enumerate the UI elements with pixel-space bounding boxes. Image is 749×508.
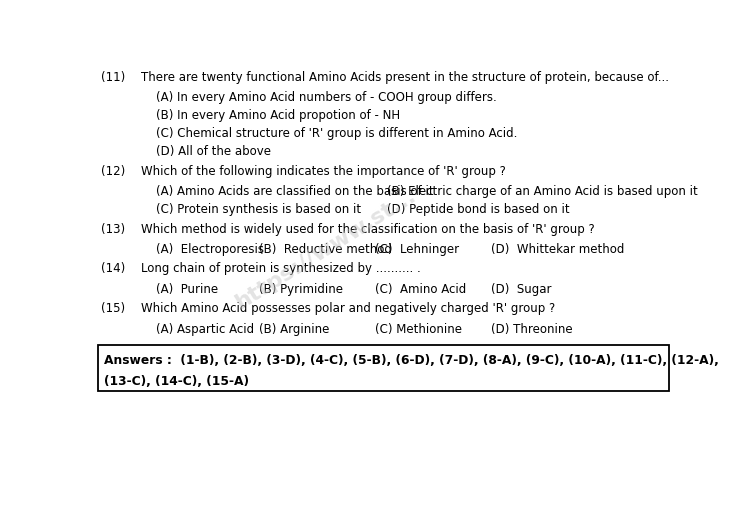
Text: (A) Aspartic Acid: (A) Aspartic Acid [157, 323, 255, 336]
Text: (B)  Reductive method: (B) Reductive method [259, 243, 392, 256]
Text: (C)  Lehninger: (C) Lehninger [375, 243, 459, 256]
Text: (15): (15) [100, 302, 125, 315]
Text: (D) Peptide bond is based on it: (D) Peptide bond is based on it [386, 203, 569, 216]
Text: (C) Protein synthesis is based on it: (C) Protein synthesis is based on it [157, 203, 362, 216]
Text: (A)  Purine: (A) Purine [157, 283, 219, 296]
Text: (B) Pyrimidine: (B) Pyrimidine [259, 283, 343, 296]
Text: There are twenty functional Amino Acids present in the structure of protein, bec: There are twenty functional Amino Acids … [142, 71, 669, 84]
Text: (D)  Sugar: (D) Sugar [491, 283, 552, 296]
Text: (D) All of the above: (D) All of the above [157, 145, 271, 158]
Text: (D) Threonine: (D) Threonine [491, 323, 573, 336]
Text: (11): (11) [100, 71, 125, 84]
Text: (A) In every Amino Acid numbers of - COOH group differs.: (A) In every Amino Acid numbers of - COO… [157, 91, 497, 104]
Text: Answers :  (1-B), (2-B), (3-D), (4-C), (5-B), (6-D), (7-D), (8-A), (9-C), (10-A): Answers : (1-B), (2-B), (3-D), (4-C), (5… [104, 354, 719, 367]
Text: Which method is widely used for the classification on the basis of 'R' group ?: Which method is widely used for the clas… [142, 223, 595, 236]
Text: (A) Amino Acids are classified on the basis of it: (A) Amino Acids are classified on the ba… [157, 185, 434, 198]
Text: (A)  Electroporesis: (A) Electroporesis [157, 243, 264, 256]
Text: (13): (13) [100, 223, 125, 236]
Text: (D)  Whittekar method: (D) Whittekar method [491, 243, 625, 256]
Text: (12): (12) [100, 165, 125, 178]
Text: Long chain of protein is synthesized by .......... .: Long chain of protein is synthesized by … [142, 263, 421, 275]
Text: (B) In every Amino Acid propotion of - NH: (B) In every Amino Acid propotion of - N… [157, 109, 401, 122]
Text: (13-C), (14-C), (15-A): (13-C), (14-C), (15-A) [104, 375, 249, 388]
Text: (B) Electric charge of an Amino Acid is based upon it: (B) Electric charge of an Amino Acid is … [386, 185, 697, 198]
Text: (C)  Amino Acid: (C) Amino Acid [375, 283, 467, 296]
Text: https://www.st...: https://www.st... [232, 185, 419, 312]
Text: Which of the following indicates the importance of 'R' group ?: Which of the following indicates the imp… [142, 165, 506, 178]
Text: (C) Methionine: (C) Methionine [375, 323, 462, 336]
Text: (C) Chemical structure of 'R' group is different in Amino Acid.: (C) Chemical structure of 'R' group is d… [157, 127, 518, 140]
Text: Which Amino Acid possesses polar and negatively charged 'R' group ?: Which Amino Acid possesses polar and neg… [142, 302, 556, 315]
FancyBboxPatch shape [98, 345, 670, 392]
Text: (B) Arginine: (B) Arginine [259, 323, 330, 336]
Text: (14): (14) [100, 263, 125, 275]
